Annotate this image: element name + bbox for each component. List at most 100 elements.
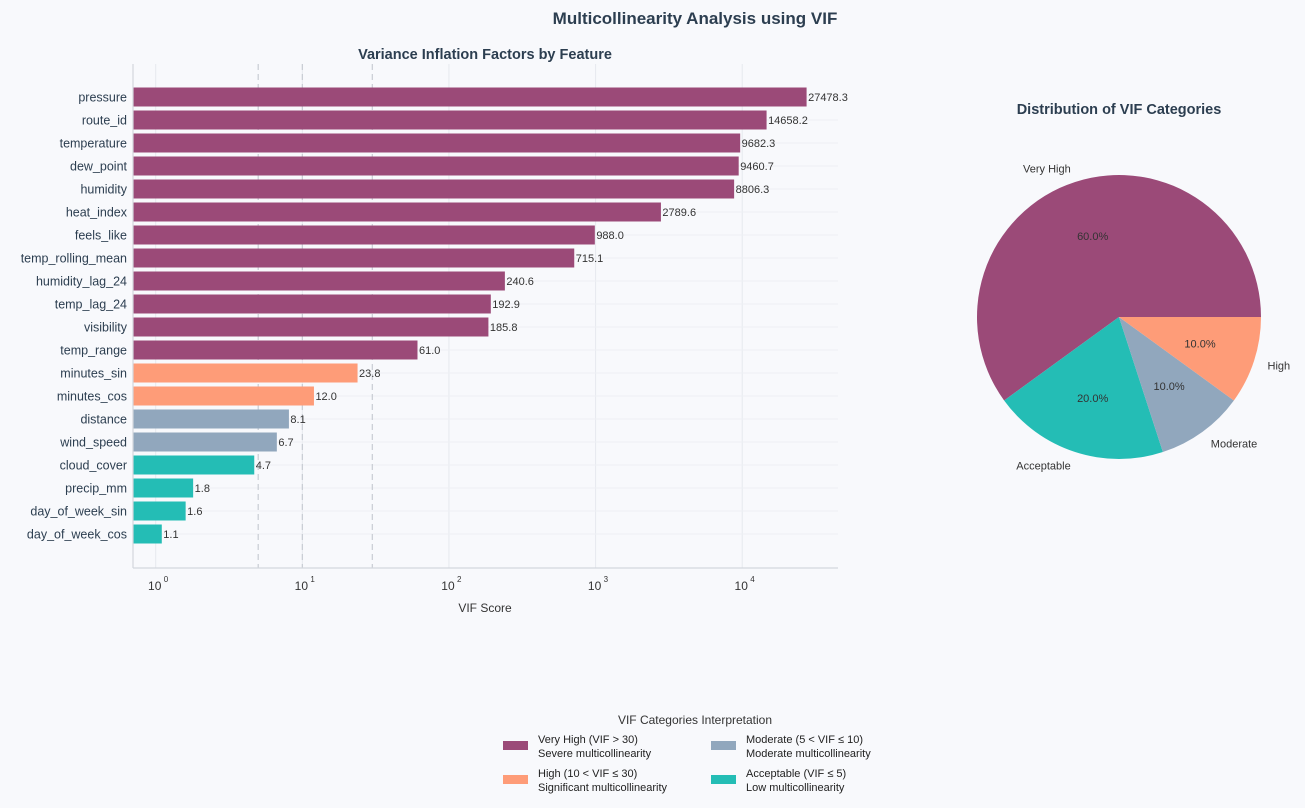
y-tick-label-cloud-cover: cloud_cover <box>60 459 127 473</box>
y-tick-label-humidity-lag-24: humidity_lag_24 <box>36 275 127 289</box>
x-tick-exponent: 3 <box>604 575 609 584</box>
bar-feels-like <box>133 225 595 245</box>
bar-minutes-cos <box>133 386 314 406</box>
legend-description: Low multicollinearity <box>746 782 845 794</box>
bar-day-of-week-sin <box>133 501 186 521</box>
pie-category-label-moderate: Moderate <box>1211 438 1257 450</box>
bar-value-label-dew-point: 9460.7 <box>740 161 774 173</box>
x-tick-base: 10 <box>295 579 309 593</box>
y-tick-label-temp-rolling-mean: temp_rolling_mean <box>21 252 127 266</box>
y-tick-label-wind-speed: wind_speed <box>59 436 127 450</box>
bar-humidity <box>133 179 735 199</box>
figure-title: Multicollinearity Analysis using VIF <box>553 9 838 28</box>
bar-value-label-heat-index: 2789.6 <box>662 207 696 219</box>
x-tick-label-1: 10 0 <box>148 575 169 593</box>
legend-title: VIF Categories Interpretation <box>618 713 772 727</box>
pie-slice-acceptable <box>1004 317 1163 459</box>
x-tick-base: 10 <box>588 579 602 593</box>
bar-minutes-sin <box>133 363 358 383</box>
legend-description: Significant multicollinearity <box>538 782 667 794</box>
legend: VIF Categories Interpretation Very High … <box>503 713 871 794</box>
x-axis-ticks: 10 0 10 1 10 2 10 3 10 4 <box>148 575 755 593</box>
bar-value-label-day-of-week-cos: 1.1 <box>163 529 178 541</box>
bar-value-label-minutes-sin: 23.8 <box>359 368 380 380</box>
x-tick-base: 10 <box>148 579 162 593</box>
bar-temp-range <box>133 340 418 360</box>
legend-swatch <box>711 775 736 784</box>
bar-value-label-temp-lag-24: 192.9 <box>492 299 520 311</box>
y-tick-label-feels-like: feels_like <box>75 229 127 243</box>
legend-swatch <box>503 775 528 784</box>
bar-value-label-humidity-lag-24: 240.6 <box>506 276 534 288</box>
y-tick-label-day-of-week-cos: day_of_week_cos <box>27 528 127 542</box>
pie-category-label-very-high: Very High <box>1023 163 1071 175</box>
x-axis-label: VIF Score <box>458 601 512 615</box>
bar-temp-lag-24 <box>133 294 491 314</box>
bar-value-label-wind-speed: 6.7 <box>278 437 293 449</box>
legend-items: Very High (VIF > 30) Severe multicollinea… <box>503 734 871 794</box>
bar-day-of-week-cos <box>133 524 162 544</box>
x-tick-label-10: 10 1 <box>295 575 316 593</box>
pie-slice-moderate <box>1119 317 1234 453</box>
legend-item-high: High (10 < VIF ≤ 30) Significant multicol… <box>503 768 667 794</box>
y-tick-label-precip-mm: precip_mm <box>65 482 127 496</box>
legend-label: Moderate (5 < VIF ≤ 10) <box>746 734 863 746</box>
y-tick-label-pressure: pressure <box>78 91 127 105</box>
legend-description: Severe multicollinearity <box>538 748 652 760</box>
x-tick-exponent: 4 <box>750 575 755 584</box>
bar-value-label-humidity: 8806.3 <box>736 184 770 196</box>
vif-category-pie-chart: Distribution of VIF Categories 60.0% Very… <box>976 102 1291 473</box>
y-tick-label-temp-lag-24: temp_lag_24 <box>55 298 127 312</box>
pie-category-label-acceptable: Acceptable <box>1016 461 1070 473</box>
pie-slice-very-high <box>976 175 1261 401</box>
pie-pct-label-moderate: 10.0% <box>1153 381 1184 393</box>
y-tick-label-temp-range: temp_range <box>60 344 127 358</box>
pie-pct-label-very-high: 60.0% <box>1077 231 1108 243</box>
x-tick-exponent: 2 <box>457 575 462 584</box>
legend-item-acceptable: Acceptable (VIF ≤ 5) Low multicollinearit… <box>711 768 846 794</box>
bar-dew-point <box>133 156 739 176</box>
y-tick-label-minutes-cos: minutes_cos <box>57 390 127 404</box>
x-tick-base: 10 <box>735 579 749 593</box>
y-tick-label-route-id: route_id <box>82 114 127 128</box>
bar-visibility <box>133 317 489 337</box>
bar-temp-rolling-mean <box>133 248 575 268</box>
bar-value-label-minutes-cos: 12.0 <box>315 391 336 403</box>
y-tick-label-day-of-week-sin: day_of_week_sin <box>30 505 127 519</box>
bar-value-label-temperature: 9682.3 <box>742 138 776 150</box>
legend-label: Acceptable (VIF ≤ 5) <box>746 768 846 780</box>
pie-pct-label-acceptable: 20.0% <box>1077 393 1108 405</box>
y-tick-label-humidity: humidity <box>80 183 127 197</box>
bar-category-labels: pressure route_id temperature dew_pointhumi… <box>21 91 128 542</box>
x-tick-base: 10 <box>441 579 455 593</box>
bar-value-label-feels-like: 988.0 <box>596 230 624 242</box>
bar-cloud-cover <box>133 455 255 475</box>
bar-series <box>133 87 807 544</box>
legend-item-very-high: Very High (VIF > 30) Severe multicollinea… <box>503 734 652 760</box>
bar-value-label-temp-range: 61.0 <box>419 345 440 357</box>
bar-route-id <box>133 110 767 130</box>
bar-value-label-pressure: 27478.3 <box>808 92 848 104</box>
bar-humidity-lag-24 <box>133 271 505 291</box>
bar-wind-speed <box>133 432 277 452</box>
bar-value-label-distance: 8.1 <box>290 414 305 426</box>
bar-heat-index <box>133 202 661 222</box>
bar-value-label-cloud-cover: 4.7 <box>256 460 271 472</box>
legend-swatch <box>711 741 736 750</box>
x-tick-exponent: 1 <box>310 575 315 584</box>
x-tick-label-10000: 10 4 <box>735 575 756 593</box>
vif-bar-chart: Variance Inflation Factors by Feature 27… <box>21 47 848 615</box>
bar-pressure <box>133 87 807 107</box>
bar-value-label-route-id: 14658.2 <box>768 115 808 127</box>
bar-value-label-day-of-week-sin: 1.6 <box>187 506 202 518</box>
legend-swatch <box>503 741 528 750</box>
y-tick-label-distance: distance <box>80 413 127 427</box>
y-tick-label-minutes-sin: minutes_sin <box>60 367 127 381</box>
bar-value-label-temp-rolling-mean: 715.1 <box>576 253 604 265</box>
pie-category-label-high: High <box>1268 360 1291 372</box>
pie-chart-title: Distribution of VIF Categories <box>1017 102 1222 118</box>
y-tick-label-dew-point: dew_point <box>70 160 128 174</box>
bar-distance <box>133 409 289 429</box>
bar-chart-title: Variance Inflation Factors by Feature <box>358 47 612 63</box>
